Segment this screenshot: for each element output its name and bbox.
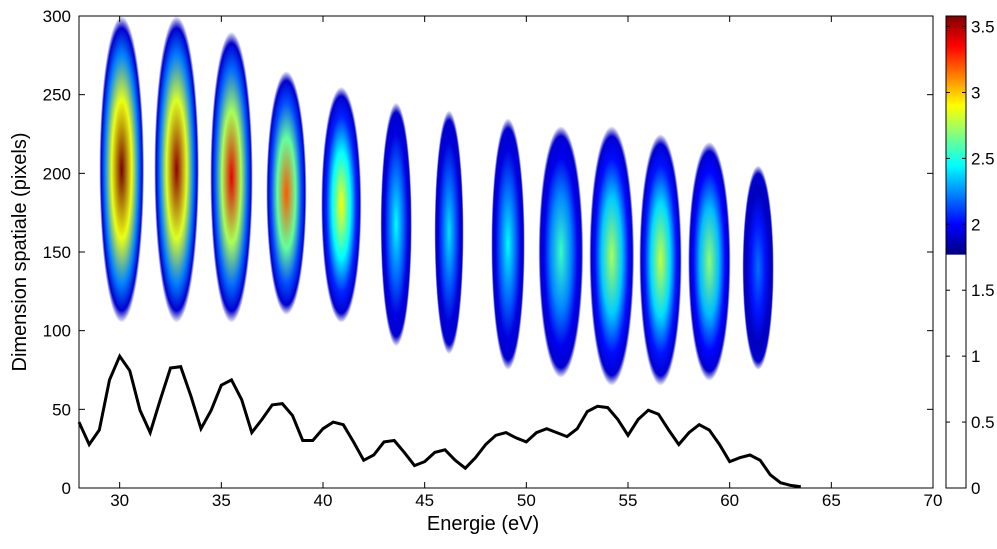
harmonic-spot [321,86,362,323]
x-tick-label: 30 [110,491,129,510]
y-tick-label: 300 [43,7,71,26]
x-tick-label: 45 [415,491,434,510]
x-tick-label: 50 [517,491,536,510]
y2-tick-label: 0.5 [971,413,995,432]
y-tick-label: 150 [43,243,71,262]
y2-tick-label: 1 [971,347,980,366]
y2-tick-label: 1.5 [971,281,995,300]
harmonic-spot [538,126,584,378]
harmonic-spot [434,110,464,355]
y2-tick-label: 3 [971,83,980,102]
harmonic-spot [639,134,682,386]
harmonic-spot [380,102,412,347]
harmonic-spot [154,16,199,323]
harmonic-spot [742,165,774,370]
y2-tick-label: 2 [971,215,980,234]
x-axis-label: Energie (eV) [427,513,539,535]
y-axis-label: Dimension spatiale (pixels) [9,133,31,372]
harmonic-spot [589,126,635,386]
harmonic-spot [210,31,253,323]
colorbar-frame [945,15,967,489]
y2-tick-label: 3.5 [971,18,995,37]
y-tick-label: 200 [43,164,71,183]
y-tick-label: 50 [52,400,71,419]
axes: 30 35 40 45 50 55 60 65 70 0 50 100 150 200 250 300 0 0.5… [43,7,995,510]
profile-line [77,353,801,489]
y-tick-label: 100 [43,322,71,341]
x-tick-label: 60 [720,491,739,510]
x-tick-label: 65 [822,491,841,510]
y-tick-label: 0 [62,479,71,498]
y2-tick-label: 0 [971,479,980,498]
harmonic-spot [266,71,307,315]
heatmap [99,16,774,386]
x-tick-label: 40 [314,491,333,510]
y-tick-label: 250 [43,86,71,105]
harmonic-spot [491,118,525,370]
harmonic-spot [688,141,731,382]
y2-tick-label: 2.5 [971,149,995,168]
x-tick-label: 55 [619,491,638,510]
x-tick-label: 35 [212,491,231,510]
x-tick-label: 70 [924,491,943,510]
harmonic-spot [99,16,145,323]
colorbar [946,16,966,255]
